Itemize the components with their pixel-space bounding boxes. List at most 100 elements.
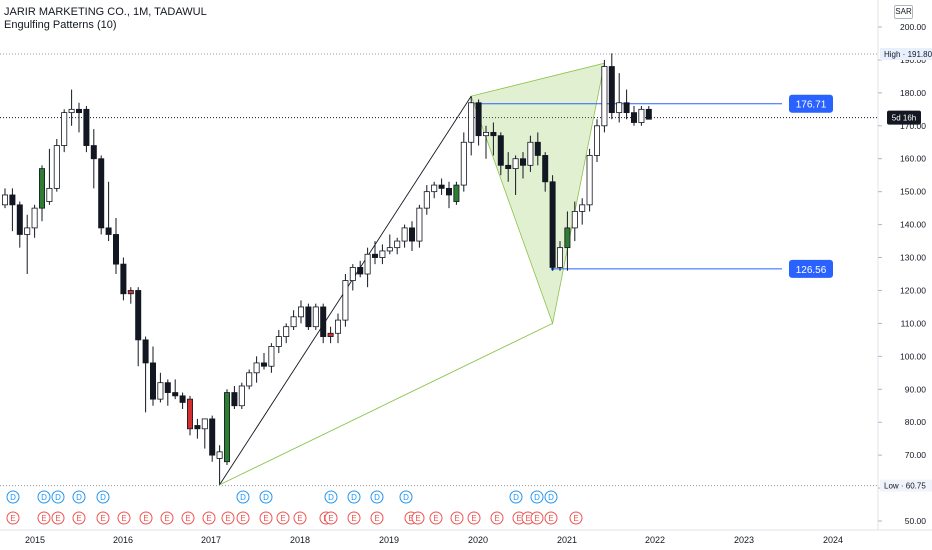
candle-body[interactable]: [571, 211, 578, 229]
candle-body[interactable]: [327, 332, 334, 337]
earnings-marker[interactable]: [37, 511, 51, 525]
candle-body[interactable]: [512, 158, 519, 170]
candle-body[interactable]: [386, 247, 393, 252]
earnings-marker[interactable]: [96, 511, 110, 525]
candle-body[interactable]: [16, 204, 23, 235]
candle-body[interactable]: [631, 112, 638, 123]
earnings-marker[interactable]: [259, 511, 273, 525]
earnings-marker[interactable]: [467, 511, 481, 525]
candle-body[interactable]: [201, 418, 208, 430]
candle-body[interactable]: [564, 227, 571, 249]
candle-body[interactable]: [179, 395, 186, 403]
candle-body[interactable]: [223, 392, 230, 463]
candle-body[interactable]: [542, 155, 549, 183]
candle-body[interactable]: [186, 398, 193, 430]
candle-body[interactable]: [586, 155, 593, 206]
candle-body[interactable]: [253, 362, 260, 374]
candle-body[interactable]: [98, 158, 105, 229]
candle-body[interactable]: [401, 227, 408, 242]
candle-body[interactable]: [601, 66, 608, 127]
candle-body[interactable]: [505, 164, 512, 170]
earnings-marker[interactable]: [324, 511, 338, 525]
earnings-marker[interactable]: [221, 511, 235, 525]
candle-body[interactable]: [31, 207, 38, 229]
dividend-marker[interactable]: [347, 490, 361, 504]
candle-body[interactable]: [490, 131, 497, 137]
candle-body[interactable]: [194, 425, 201, 430]
earnings-marker[interactable]: [181, 511, 195, 525]
candle-body[interactable]: [416, 207, 423, 242]
candle-body[interactable]: [290, 316, 297, 328]
candle-body[interactable]: [527, 141, 534, 166]
candle-body[interactable]: [127, 290, 134, 295]
candle-body[interactable]: [394, 240, 401, 249]
earnings-marker[interactable]: [544, 511, 558, 525]
candle-body[interactable]: [142, 339, 149, 364]
candle-body[interactable]: [76, 108, 83, 114]
earnings-marker[interactable]: [411, 511, 425, 525]
candle-body[interactable]: [231, 392, 238, 407]
earnings-marker[interactable]: [370, 511, 384, 525]
candle-body[interactable]: [68, 108, 75, 114]
dividend-marker[interactable]: [509, 490, 523, 504]
candle-body[interactable]: [90, 145, 97, 160]
candle-body[interactable]: [482, 131, 489, 137]
earnings-marker[interactable]: [51, 511, 65, 525]
earnings-marker[interactable]: [139, 511, 153, 525]
earnings-marker[interactable]: [569, 511, 583, 525]
candle-body[interactable]: [164, 382, 171, 393]
dividend-marker[interactable]: [399, 490, 413, 504]
candle-body[interactable]: [371, 253, 378, 258]
earnings-marker[interactable]: [6, 511, 20, 525]
candle-body[interactable]: [453, 184, 460, 202]
dividend-marker[interactable]: [6, 490, 20, 504]
candle-body[interactable]: [209, 418, 216, 456]
candle-body[interactable]: [9, 194, 16, 206]
candle-body[interactable]: [61, 112, 68, 146]
candle-body[interactable]: [579, 204, 586, 212]
candle-body[interactable]: [334, 319, 341, 334]
candle-body[interactable]: [46, 187, 53, 202]
candle-body[interactable]: [283, 326, 290, 337]
candle-body[interactable]: [594, 125, 601, 156]
candle-body[interactable]: [320, 306, 327, 337]
earnings-marker[interactable]: [530, 511, 544, 525]
earnings-marker[interactable]: [202, 511, 216, 525]
dividend-marker[interactable]: [37, 490, 51, 504]
candle-body[interactable]: [349, 267, 356, 281]
currency-badge[interactable]: SAR: [894, 5, 913, 19]
dividend-marker[interactable]: [51, 490, 65, 504]
earnings-marker[interactable]: [72, 511, 86, 525]
candle-body[interactable]: [445, 187, 452, 196]
dividend-marker[interactable]: [544, 490, 558, 504]
dividend-marker[interactable]: [530, 490, 544, 504]
candle-body[interactable]: [468, 102, 475, 143]
dividend-marker[interactable]: [324, 490, 338, 504]
candle-body[interactable]: [238, 385, 245, 407]
candle-body[interactable]: [638, 108, 645, 123]
candle-body[interactable]: [475, 102, 482, 137]
candle-body[interactable]: [149, 362, 156, 400]
candle-body[interactable]: [431, 184, 438, 193]
earnings-marker[interactable]: [236, 511, 250, 525]
earnings-marker[interactable]: [450, 511, 464, 525]
earnings-marker[interactable]: [347, 511, 361, 525]
candle-body[interactable]: [616, 102, 623, 114]
earnings-marker[interactable]: [117, 511, 131, 525]
earnings-marker[interactable]: [276, 511, 290, 525]
candle-body[interactable]: [135, 290, 142, 341]
candle-body[interactable]: [157, 382, 164, 400]
dividend-marker[interactable]: [259, 490, 273, 504]
candle-body[interactable]: [645, 108, 652, 120]
dividend-marker[interactable]: [72, 490, 86, 504]
earnings-marker[interactable]: [429, 511, 443, 525]
candle-body[interactable]: [408, 227, 415, 242]
candle-body[interactable]: [24, 227, 31, 235]
candle-body[interactable]: [113, 234, 120, 265]
candle-body[interactable]: [268, 346, 275, 367]
candle-body[interactable]: [305, 306, 312, 328]
price-label-box[interactable]: [789, 94, 833, 113]
candle-body[interactable]: [83, 108, 90, 146]
dividend-marker[interactable]: [236, 490, 250, 504]
